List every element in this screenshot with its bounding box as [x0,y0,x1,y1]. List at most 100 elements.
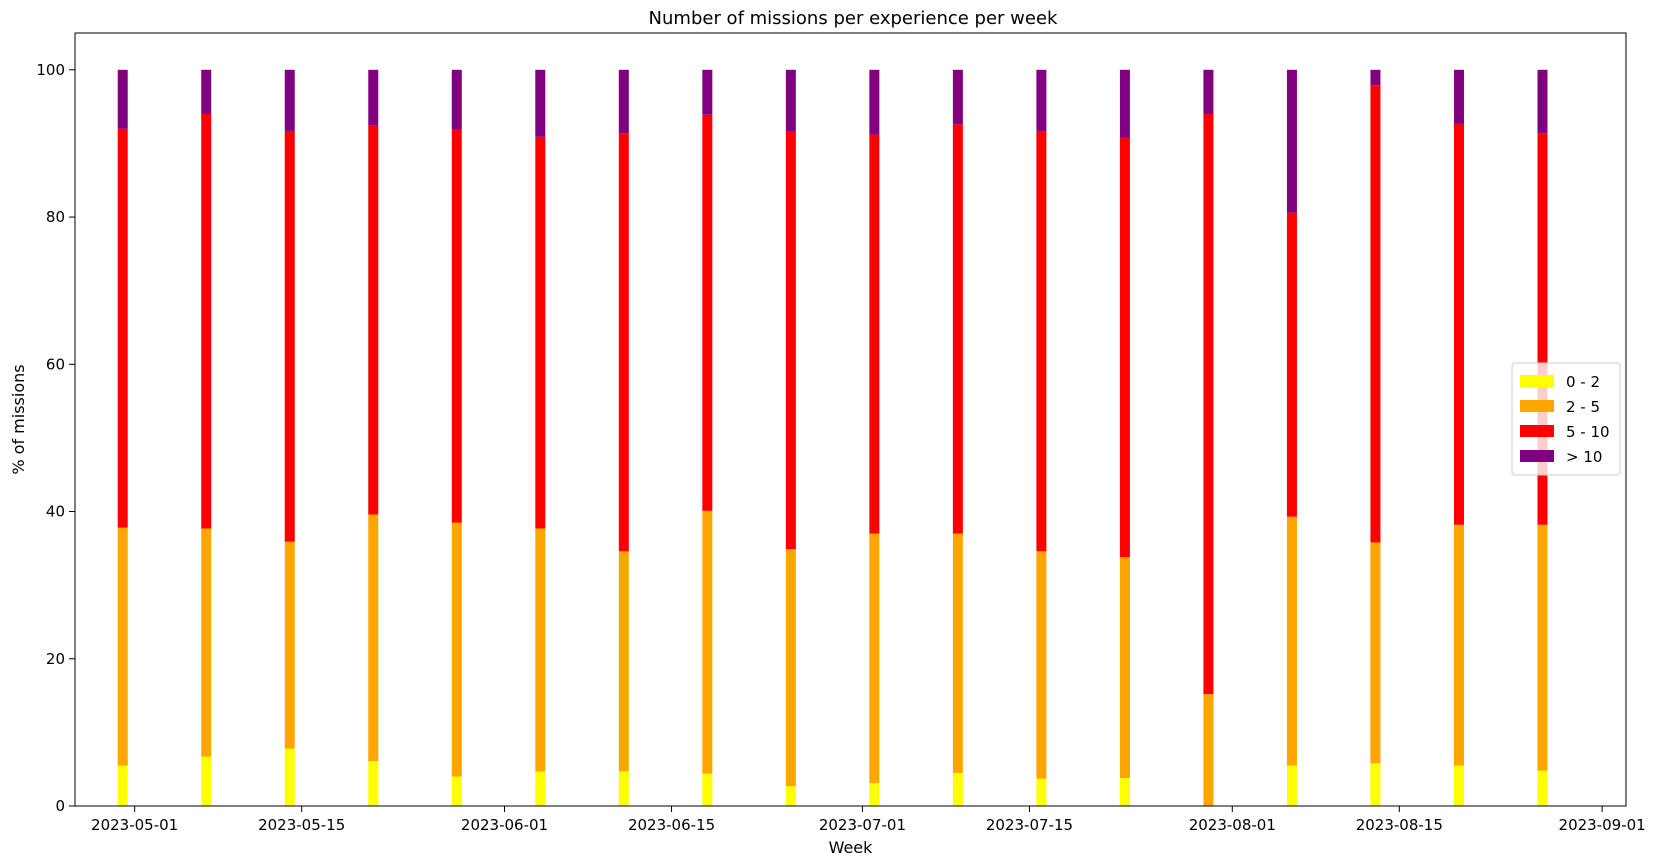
bar-2023-07-30-series-3 [1203,69,1214,114]
bar-2023-07-02-series-0 [869,783,880,806]
legend-label-1: 2 - 5 [1566,398,1600,416]
bar-2023-05-07-series-1 [201,528,212,757]
bar-2023-07-30-series-2 [1203,113,1214,695]
bar-2023-07-23-series-0 [1119,778,1130,806]
bar-2023-07-09-series-0 [952,772,963,806]
x-tick-label-2023-05-01: 2023-05-01 [91,816,178,834]
bar-2023-06-25-series-3 [785,69,796,132]
bar-2023-05-07-series-3 [201,69,212,114]
bar-2023-07-23-series-2 [1119,137,1130,558]
bar-2023-07-16-series-3 [1036,69,1047,131]
bar-2023-08-20-series-0 [1453,765,1464,806]
bar-2023-06-04-series-2 [535,136,546,529]
bar-2023-08-20-series-2 [1453,123,1464,525]
bar-2023-05-07-series-0 [201,756,212,806]
bar-2023-08-06-series-2 [1286,212,1297,517]
bar-2023-08-13-series-1 [1370,542,1381,764]
bar-2023-07-09-series-1 [952,533,963,773]
bar-2023-05-21-series-1 [368,514,379,762]
bar-2023-08-13-series-0 [1370,763,1381,806]
bar-2023-08-06-series-3 [1286,69,1297,213]
bar-2023-08-06-series-1 [1286,516,1297,766]
legend-swatch-3 [1520,450,1554,462]
bar-2023-04-30-series-2 [117,128,128,528]
bars-layer [117,69,1548,806]
bar-2023-05-28-series-3 [451,69,462,130]
x-tick-label-2023-05-15: 2023-05-15 [258,816,345,834]
y-tick-label-20: 20 [46,650,65,668]
y-tick-label-40: 40 [46,503,65,521]
bar-2023-06-18-series-1 [702,510,713,774]
bar-2023-07-16-series-0 [1036,778,1047,806]
legend-label-2: 5 - 10 [1566,423,1610,441]
x-tick-label-2023-09-01: 2023-09-01 [1559,816,1646,834]
bar-2023-05-14-series-3 [284,69,295,131]
x-tick-label-2023-06-01: 2023-06-01 [461,816,548,834]
y-axis: 0 20 40 60 80 100 [36,61,75,815]
bar-2023-06-18-series-3 [702,69,713,115]
x-tick-label-2023-07-01: 2023-07-01 [819,816,906,834]
bar-2023-08-27-series-3 [1537,69,1548,134]
x-axis-label: Week [829,838,874,857]
plot-frame [74,32,1627,807]
x-tick-label-2023-08-01: 2023-08-01 [1189,816,1276,834]
bar-2023-07-09-series-2 [952,124,963,534]
bar-2023-06-25-series-0 [785,786,796,806]
y-axis-label: % of missions [9,364,28,474]
x-tick-label-2023-06-15: 2023-06-15 [628,816,715,834]
legend-swatch-2 [1520,425,1554,437]
bar-2023-07-23-series-1 [1119,557,1130,779]
x-axis: 2023-05-01 2023-05-15 2023-06-01 2023-06-15… [91,806,1646,834]
bar-2023-07-16-series-2 [1036,130,1047,552]
bar-2023-08-20-series-3 [1453,69,1464,124]
bar-2023-08-20-series-1 [1453,524,1464,766]
chart-title: Number of missions per experience per we… [649,8,1059,29]
bar-2023-07-02-series-1 [869,533,880,784]
bar-2023-06-18-series-2 [702,114,713,511]
legend-label-0: 0 - 2 [1566,373,1600,391]
bar-2023-08-13-series-2 [1370,85,1381,543]
bar-2023-06-18-series-0 [702,773,713,806]
bar-2023-06-04-series-1 [535,528,546,772]
bar-2023-05-07-series-2 [201,113,212,529]
bar-2023-05-21-series-0 [368,761,379,806]
bar-2023-06-11-series-2 [618,133,629,552]
bar-2023-06-04-series-3 [535,69,546,137]
bar-2023-05-28-series-1 [451,522,462,777]
bar-2023-06-11-series-0 [618,771,629,806]
bar-2023-07-16-series-1 [1036,551,1047,779]
bar-2023-07-02-series-3 [869,69,880,135]
legend-swatch-1 [1520,400,1554,412]
bar-2023-05-28-series-2 [451,129,462,523]
bar-2023-05-21-series-2 [368,125,379,515]
x-tick-label-2023-07-15: 2023-07-15 [986,816,1073,834]
bar-2023-06-25-series-1 [785,549,796,787]
bar-2023-05-14-series-2 [284,130,295,542]
bar-2023-07-02-series-2 [869,134,880,534]
y-tick-label-100: 100 [36,61,65,79]
bar-2023-05-14-series-0 [284,748,295,806]
bar-2023-05-28-series-0 [451,776,462,806]
bar-2023-08-27-series-1 [1537,524,1548,771]
bar-2023-07-09-series-3 [952,69,963,125]
bar-2023-04-30-series-1 [117,527,128,766]
legend-box [1511,362,1621,476]
legend-swatch-0 [1520,375,1554,387]
x-tick-label-2023-08-15: 2023-08-15 [1356,816,1443,834]
bar-2023-05-14-series-1 [284,541,295,749]
y-tick-label-60: 60 [46,355,65,373]
legend: 0 - 2 2 - 5 5 - 10 > 10 [1511,362,1621,476]
bar-2023-08-27-series-2 [1537,133,1548,525]
bar-2023-06-11-series-1 [618,551,629,772]
bar-2023-07-30-series-1 [1203,694,1214,806]
bar-2023-08-27-series-0 [1537,770,1548,806]
bar-2023-06-25-series-2 [785,131,796,550]
bar-2023-06-04-series-0 [535,771,546,806]
legend-label-3: > 10 [1566,448,1602,466]
bar-2023-04-30-series-3 [117,69,128,129]
y-tick-label-0: 0 [55,797,65,815]
bar-2023-07-23-series-3 [1119,69,1130,138]
y-tick-label-80: 80 [46,208,65,226]
bar-2023-06-11-series-3 [618,69,629,134]
